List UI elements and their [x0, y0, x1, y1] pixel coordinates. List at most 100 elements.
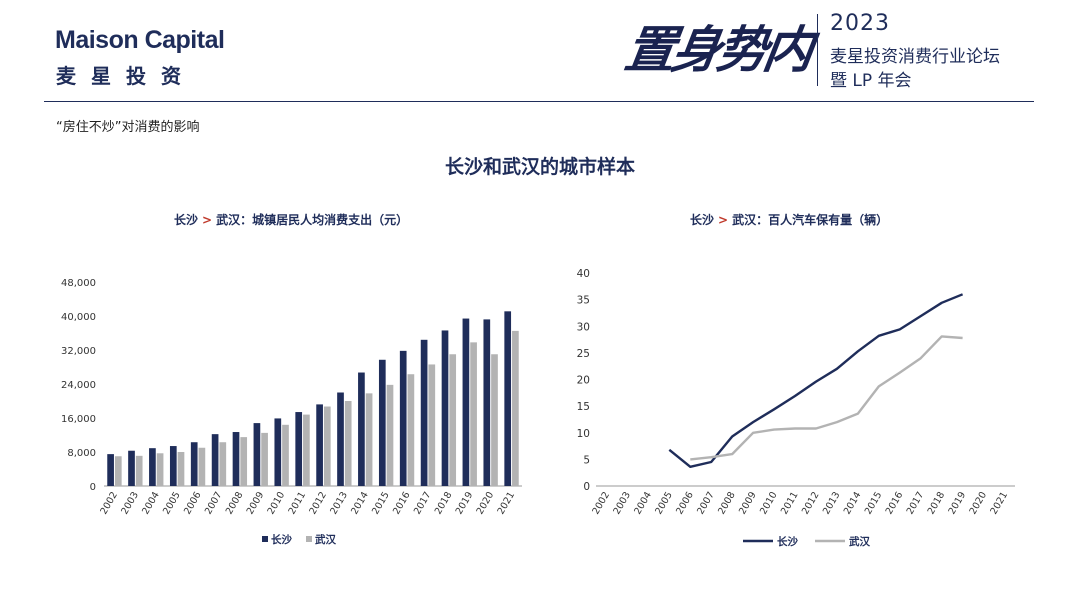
bar-title-rest: 武汉：城镇居民人均消费支出（元）: [216, 213, 409, 227]
bar-y-tick-label: 24,000: [61, 380, 96, 391]
bar-x-tick-label: 2009: [245, 490, 267, 516]
bar-chart: 0 8,000 16,000 24,000 32,000 40,000 48,000 2002…: [61, 278, 522, 546]
logo-english: Maison Capital: [55, 26, 225, 54]
line-x-tick-label: 2011: [779, 490, 801, 516]
line-x-tick-label: 2020: [968, 490, 990, 516]
bar-changsha: [316, 404, 323, 486]
legend-label-wuhan: 武汉: [315, 533, 336, 546]
bar-changsha: [149, 448, 156, 486]
bar-changsha: [441, 330, 449, 486]
event-name: 麦星投资消费行业论坛: [830, 47, 1000, 67]
bar-changsha: [295, 412, 303, 486]
bar-changsha: [483, 319, 491, 486]
bar-changsha: [462, 318, 470, 486]
legend-label-changsha: 长沙: [271, 533, 292, 546]
event-year: 2023: [830, 11, 890, 36]
line-x-tick-label: 2009: [737, 490, 759, 516]
line-x-tick-label: 2005: [653, 490, 675, 516]
bar-changsha: [420, 339, 428, 486]
bar-x-tick-label: 2013: [328, 490, 350, 516]
line-x-tick-label: 2002: [590, 490, 612, 516]
bar-wuhan: [114, 456, 122, 486]
line-y-tick-label: 0: [583, 481, 590, 493]
bar-changsha: [399, 350, 407, 486]
line-y-tick-label: 15: [577, 401, 590, 413]
logo-chinese: 麦星投资: [56, 64, 196, 88]
bar-y-tick-label: 40,000: [61, 312, 96, 323]
header-divider: [817, 14, 818, 86]
bar-changsha: [378, 359, 386, 486]
line-x-tick-label: 2015: [863, 490, 885, 516]
bar-y-tick-label: 32,000: [61, 346, 96, 357]
line-x-tick-label: 2004: [632, 490, 654, 516]
line-series-wuhan: [690, 335, 963, 461]
bar-changsha: [337, 392, 344, 486]
line-title-separator: >: [718, 213, 729, 227]
bar-wuhan: [240, 437, 248, 486]
bar-wuhan: [407, 374, 415, 486]
bar-changsha: [128, 450, 135, 486]
line-y-tick-label: 35: [577, 295, 590, 307]
bar-wuhan: [512, 330, 519, 486]
bar-y-tick-label: 48,000: [61, 278, 96, 289]
bar-wuhan: [323, 406, 331, 486]
legend-label-wuhan: 武汉: [849, 535, 870, 548]
bar-wuhan: [135, 455, 143, 486]
event-subname: 暨 LP 年会: [830, 71, 912, 91]
bar-x-tick-label: 2015: [370, 490, 392, 516]
legend-swatch-wuhan: [306, 536, 312, 542]
bar-wuhan: [261, 432, 268, 486]
line-x-tick-label: 2014: [842, 490, 864, 516]
bar-y-tick-label: 16,000: [61, 414, 96, 425]
bar-wuhan: [282, 424, 289, 486]
bar-x-tick-label: 2019: [454, 490, 476, 516]
bar-chart-title: 长沙 > 武汉：城镇居民人均消费支出（元）: [174, 211, 408, 228]
bar-changsha: [504, 311, 512, 486]
line-chart: 0 5 10 15 20 25 30 35 40 2002 2003 2004 2005 2006 2007…: [577, 268, 1015, 548]
bar-x-tick-label: 2006: [182, 490, 204, 516]
header-rule: [44, 101, 1034, 102]
line-x-tick-label: 2006: [674, 490, 696, 516]
bar-title-separator: >: [202, 213, 213, 227]
line-y-tick-label: 20: [577, 375, 590, 387]
legend-label-changsha: 长沙: [777, 535, 798, 548]
bar-wuhan: [198, 447, 206, 486]
bar-changsha: [253, 423, 261, 486]
line-x-tick-label: 2013: [821, 490, 843, 516]
line-x-tick-label: 2007: [695, 490, 717, 516]
bar-x-tick-label: 2005: [161, 490, 183, 516]
bar-x-tick-label: 2003: [119, 490, 141, 516]
line-y-tick-label: 30: [577, 321, 590, 333]
bar-changsha: [274, 418, 282, 486]
bar-x-tick-label: 2012: [307, 490, 329, 516]
line-y-tick-label: 25: [577, 348, 590, 360]
line-chart-title: 长沙 > 武汉：百人汽车保有量（辆）: [690, 211, 888, 228]
bar-wuhan: [386, 384, 394, 486]
bar-x-tick-label: 2002: [98, 490, 120, 516]
page-title: 长沙和武汉的城市样本: [444, 156, 635, 178]
bar-wuhan: [156, 453, 164, 486]
line-x-tick-label: 2019: [947, 490, 969, 516]
line-x-tick-label: 2003: [611, 490, 633, 516]
line-y-tick-label: 40: [577, 268, 590, 280]
bar-x-tick-label: 2008: [224, 490, 246, 516]
bar-changsha: [358, 372, 365, 486]
bar-wuhan: [365, 393, 373, 486]
legend-swatch-changsha: [262, 536, 268, 542]
bar-x-tick-label: 2021: [496, 490, 518, 516]
bar-wuhan: [449, 354, 457, 486]
bar-x-tick-label: 2007: [203, 490, 225, 516]
bar-title-city-a: 长沙: [174, 213, 199, 227]
bar-wuhan: [428, 364, 436, 486]
bar-wuhan: [219, 442, 227, 486]
bar-changsha: [232, 432, 240, 486]
bar-wuhan: [470, 342, 477, 486]
bar-x-tick-label: 2017: [412, 490, 434, 516]
bar-x-tick-label: 2020: [475, 490, 497, 516]
bar-y-tick-label: 8,000: [67, 448, 96, 459]
section-subtitle: “房住不炒”对消费的影响: [56, 120, 200, 135]
bar-x-tick-label: 2010: [266, 490, 288, 516]
slogan-calligraphy: 置身势内: [621, 20, 814, 79]
line-x-tick-label: 2010: [758, 490, 780, 516]
line-series-changsha: [668, 293, 964, 469]
